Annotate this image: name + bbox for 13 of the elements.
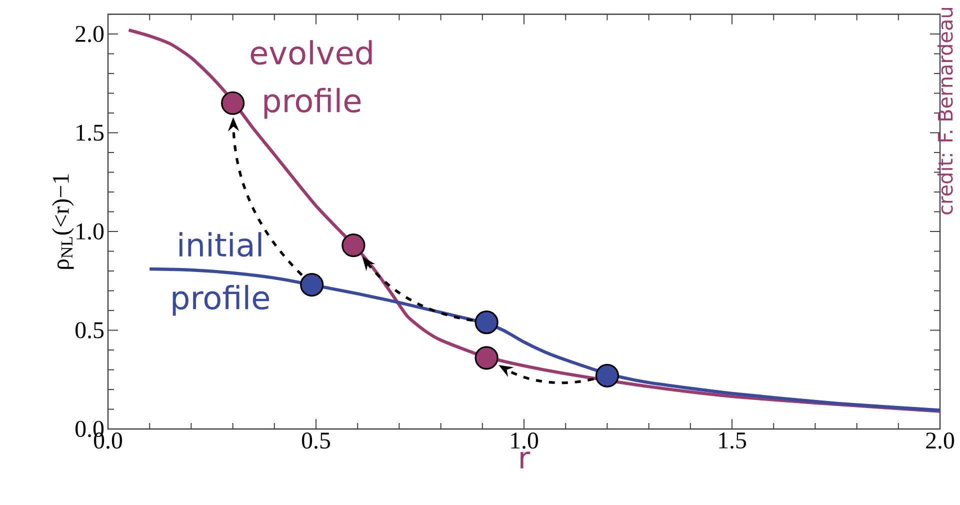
x-tick-label: 1.0 bbox=[511, 432, 538, 449]
x-tick-label: 2.0 bbox=[926, 432, 954, 449]
y-tick-label: 0.5 bbox=[76, 322, 104, 338]
x-tick-label: 0.5 bbox=[302, 432, 330, 449]
y-tick-label: 1.0 bbox=[76, 223, 104, 240]
series-label: evolved profile bbox=[250, 40, 372, 119]
annotation: credit: F. Bernardeau bbox=[937, 8, 953, 214]
x-tick-label: 1.5 bbox=[719, 432, 746, 449]
y-tick-label: 2.0 bbox=[76, 26, 104, 42]
x-axis-title: r bbox=[520, 452, 530, 468]
y-axis-title: ρ$_{NL}$(<r)−1 bbox=[52, 174, 74, 269]
y-tick-label: 1.5 bbox=[76, 124, 104, 141]
series-label: initial profile bbox=[172, 232, 270, 316]
